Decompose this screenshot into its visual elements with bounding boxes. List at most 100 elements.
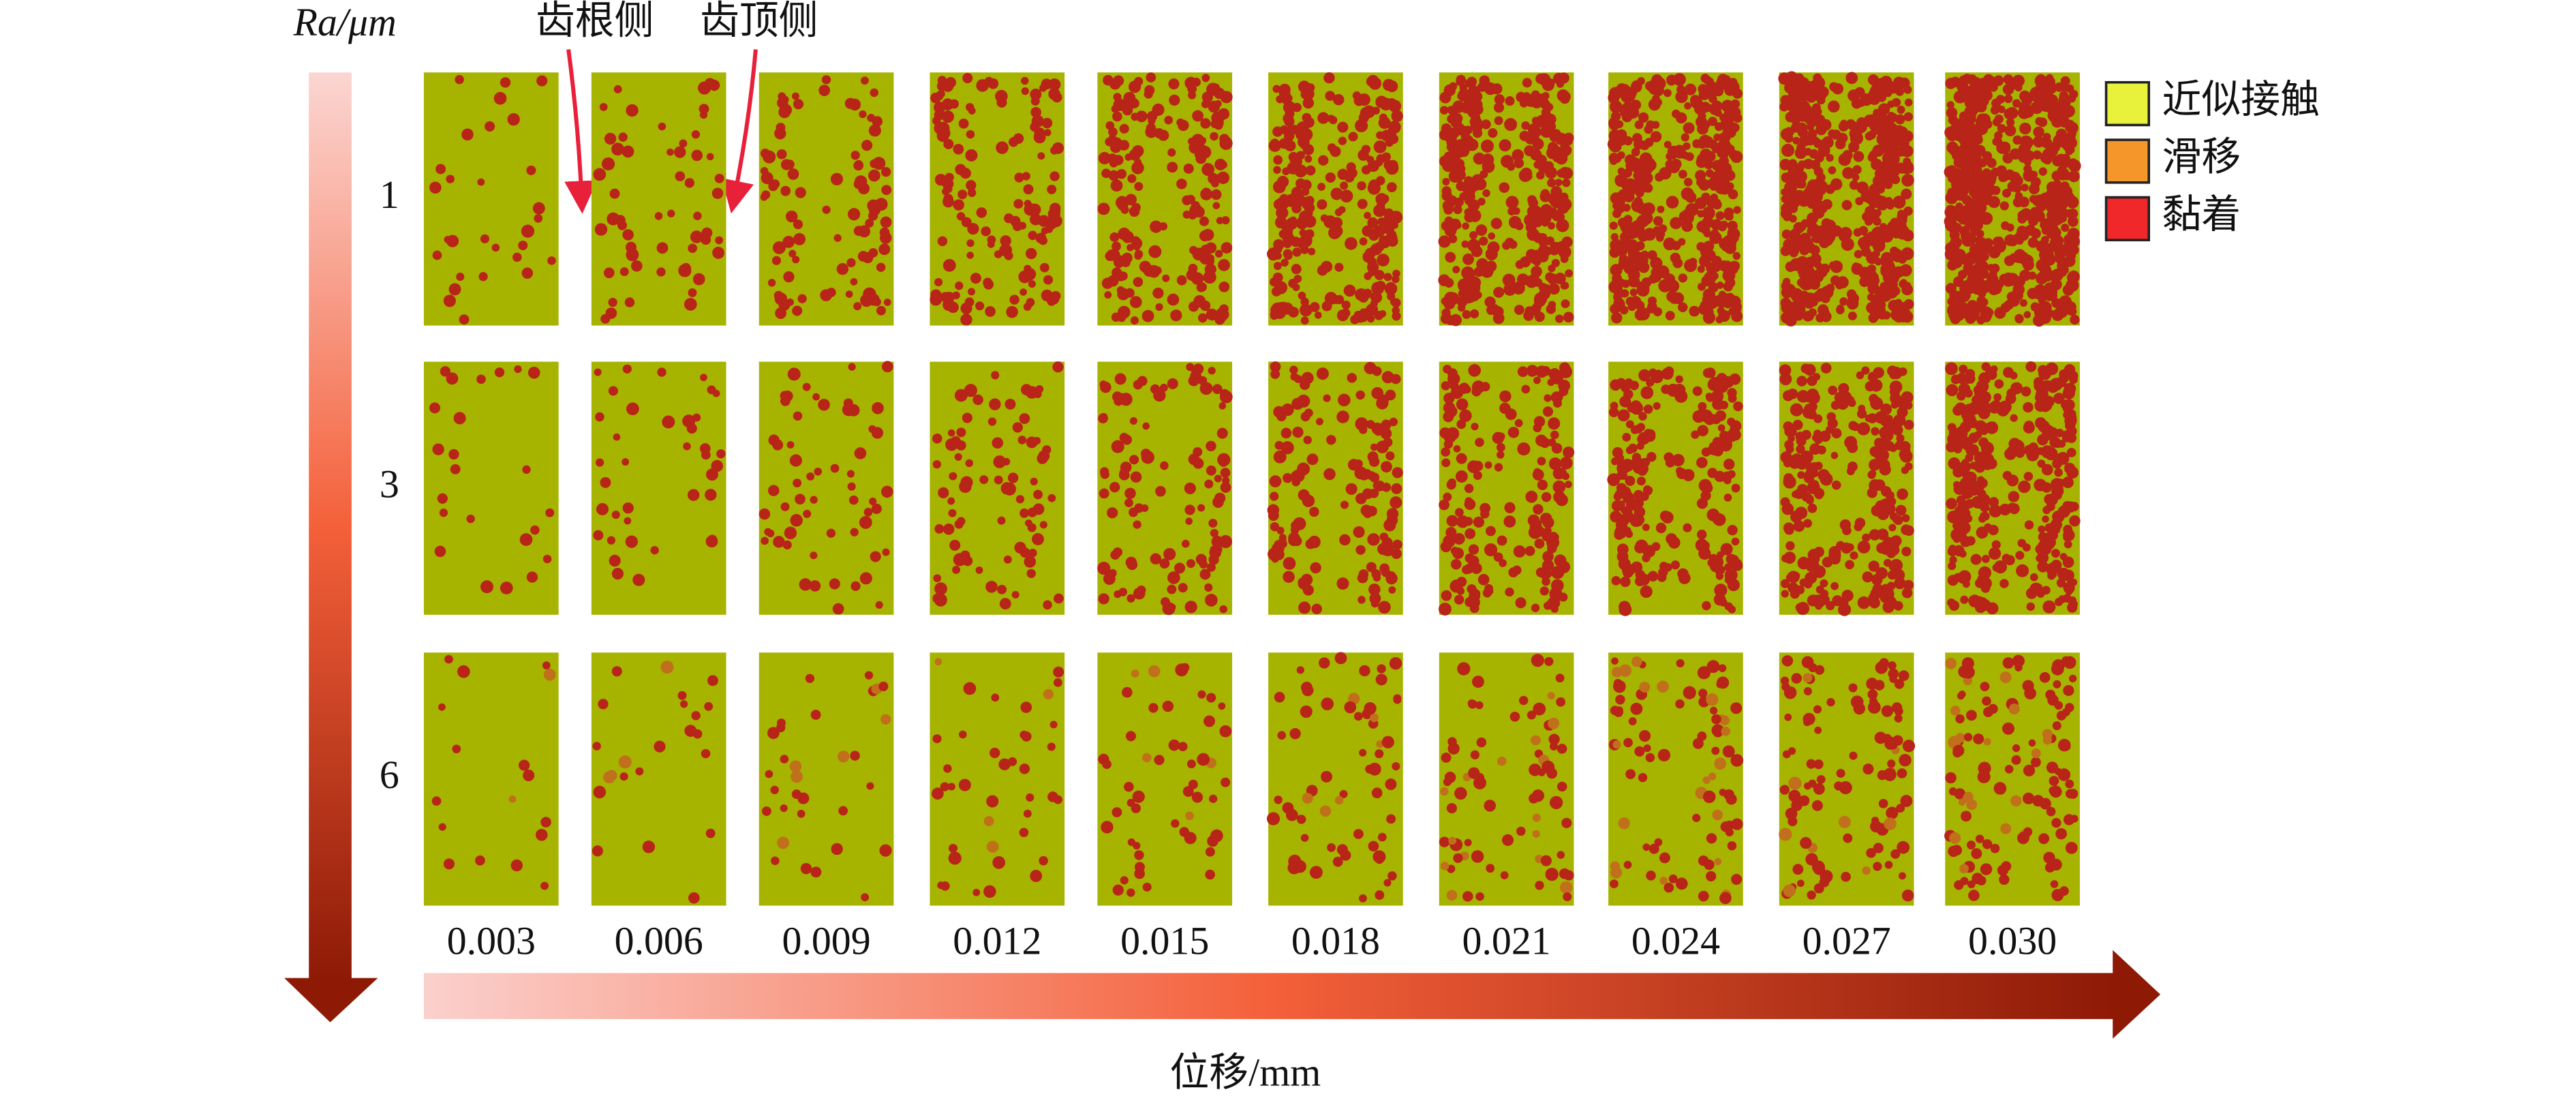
contact-dot [1548, 368, 1561, 380]
contact-dot [1889, 380, 1903, 393]
contact-dot [2034, 479, 2046, 492]
contact-dot [1274, 691, 1285, 703]
contact-dot [1133, 587, 1146, 600]
contact-dot [1556, 697, 1566, 707]
contact-dot [2062, 556, 2074, 569]
contact-dot [1325, 172, 1336, 183]
contact-dot [1973, 733, 1984, 744]
contact-dot [1494, 116, 1503, 125]
contact-dot [1726, 213, 1734, 221]
contact-dot [942, 258, 956, 272]
contact-dot [1122, 434, 1133, 445]
contact-dot [1134, 850, 1144, 860]
contact-dot [1365, 764, 1375, 774]
contact-dot [1493, 102, 1505, 113]
contact-dot [1616, 378, 1627, 388]
contact-dot [1532, 469, 1544, 481]
contact-dot [1030, 106, 1041, 118]
contact-dot [1185, 517, 1193, 525]
contact-dot [1317, 183, 1325, 191]
contact-dot [2014, 192, 2023, 200]
contact-dot [701, 235, 711, 245]
contact-dot [656, 242, 669, 254]
contact-dot [1206, 440, 1216, 451]
contact-dot [1713, 133, 1721, 142]
contact-dot [1785, 78, 1795, 89]
contact-dot [1300, 834, 1309, 842]
contact-dot [865, 219, 874, 228]
contact-dot [1640, 288, 1649, 297]
contact-dot [956, 212, 966, 221]
contact-dot [1133, 277, 1144, 287]
contact-dot [1521, 121, 1530, 130]
contact-dot [943, 138, 954, 149]
contact-dot [1321, 301, 1332, 312]
contact-dot [1381, 461, 1392, 473]
contact-dot [1993, 782, 2007, 795]
contact-dot [1129, 507, 1139, 517]
contact-dot [963, 682, 977, 695]
contact-dot [1651, 121, 1660, 129]
contact-dot [2019, 122, 2031, 135]
contact-dot [1960, 536, 1972, 547]
contact-dot [440, 366, 451, 377]
contact-dot [1988, 524, 1999, 536]
contact-dot [1486, 864, 1495, 873]
contact-dot [1871, 504, 1883, 517]
contact-dot [1809, 245, 1820, 256]
contact-dot [1889, 444, 1897, 453]
contact-dot [2017, 214, 2027, 224]
contact-dot [1462, 891, 1473, 902]
contact-dot [1274, 796, 1283, 804]
contact-dot [1450, 559, 1462, 570]
contact-dot [1717, 424, 1726, 432]
contact-dot [2022, 680, 2034, 692]
contact-dot [1625, 297, 1636, 306]
contact-dot [1039, 262, 1049, 273]
contact-dot [1387, 871, 1397, 881]
contact-dot [1519, 99, 1529, 108]
contact-dot [1837, 397, 1849, 410]
contact-dot [1167, 162, 1178, 173]
contact-dot [1731, 537, 1740, 546]
contact-dot [656, 267, 666, 277]
contact-dot [1704, 859, 1715, 871]
contact-dot [1168, 78, 1180, 90]
contact-dot [803, 509, 812, 518]
contact-dot [1954, 255, 1963, 265]
contact-dot [1284, 116, 1295, 127]
contact-dot [1311, 603, 1323, 615]
contact-dot [761, 806, 771, 816]
contact-dot [2038, 833, 2050, 845]
contact-dot [1961, 489, 1971, 500]
contact-dot [1989, 497, 1999, 508]
contact-dot [962, 412, 972, 423]
contact-dot [611, 142, 624, 156]
contact-dot [691, 711, 701, 721]
contact-dot [1392, 306, 1400, 315]
contact-dot [1551, 442, 1563, 454]
contact-dot [1683, 122, 1695, 134]
contact-dot [833, 234, 842, 242]
contact-dot [2021, 183, 2029, 192]
contact-dot [985, 76, 994, 85]
contact-dot [1504, 118, 1518, 132]
contact-dot [1287, 861, 1301, 875]
contact-dot [1887, 111, 1895, 120]
contact-dot [1904, 401, 1913, 410]
contact-dot [1197, 504, 1206, 512]
contact-dot [1309, 866, 1323, 879]
contact-dot [500, 77, 511, 88]
contact-dot [1276, 175, 1289, 188]
contact-dot [767, 727, 780, 740]
contact-dot [1208, 172, 1219, 185]
contact-dot [1467, 460, 1480, 474]
contact-dot [1463, 385, 1471, 394]
contact-dot [879, 844, 892, 857]
contact-dot [1779, 828, 1792, 841]
contact-dot [1098, 151, 1111, 165]
contact-dot [1955, 714, 1965, 724]
contact-dot [1781, 590, 1789, 598]
contact-dot [1733, 401, 1743, 412]
contact-dot [1359, 665, 1370, 677]
